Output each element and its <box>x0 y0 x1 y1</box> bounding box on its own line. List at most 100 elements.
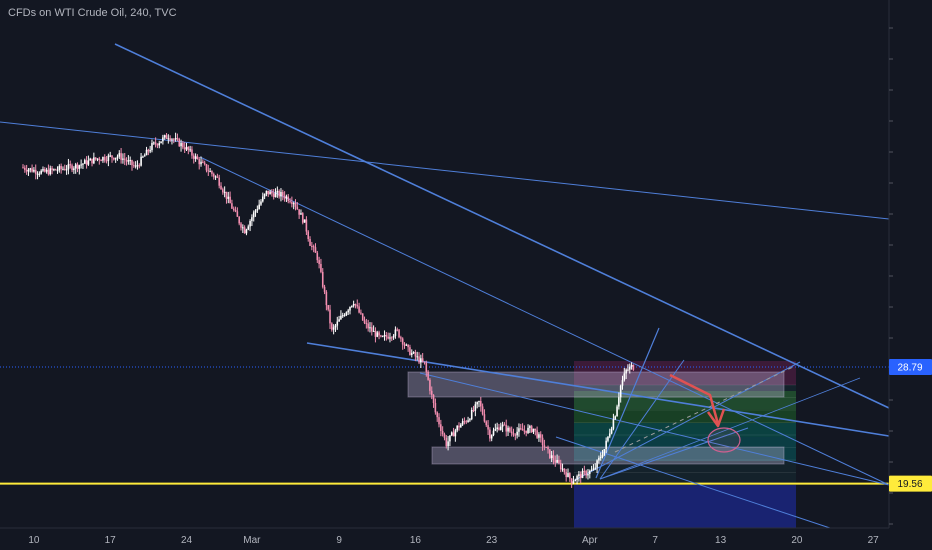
candle-up <box>260 201 262 205</box>
candle-up <box>194 156 197 159</box>
candle-down <box>225 191 228 199</box>
candle-down <box>100 160 102 162</box>
candle-down <box>396 329 399 331</box>
demand-zone <box>431 446 785 465</box>
candle-down <box>380 335 382 337</box>
candle-down <box>103 156 106 161</box>
candle-up <box>114 157 117 160</box>
candle-down <box>309 239 311 246</box>
candle-down <box>539 434 542 438</box>
candle-up <box>65 169 68 171</box>
descending-channel-lower <box>199 156 890 486</box>
candle-down <box>485 421 488 426</box>
candle-down <box>220 185 222 190</box>
candle-down <box>138 165 141 167</box>
candle-down <box>183 147 186 150</box>
candle-up <box>589 470 591 474</box>
candle-up <box>369 327 371 329</box>
candle-up <box>45 169 48 172</box>
candle-down <box>47 169 50 175</box>
candle-up <box>603 449 606 456</box>
time-tick-label: Mar <box>243 535 261 546</box>
time-tick-label: 24 <box>181 535 193 546</box>
candle-down <box>514 434 517 436</box>
candle-down <box>123 158 126 161</box>
candle-down <box>314 247 317 253</box>
candle-down <box>54 169 57 171</box>
candle-up <box>127 160 130 162</box>
candle-up <box>83 160 86 164</box>
candle-down <box>521 428 524 431</box>
candle-down <box>418 356 420 363</box>
candle-down <box>240 223 242 228</box>
candle-up <box>160 141 162 144</box>
candle-down <box>31 168 33 172</box>
candle-down <box>218 177 220 186</box>
candle-up <box>129 160 131 162</box>
candle-down <box>543 445 546 447</box>
candle-down <box>414 352 417 357</box>
candle-down <box>423 361 426 363</box>
candle-down <box>294 203 297 207</box>
candle-down <box>287 196 290 202</box>
candle-down <box>356 304 359 307</box>
candle-down <box>291 202 293 204</box>
candle-down <box>267 190 270 195</box>
candle-down <box>565 472 567 477</box>
candle-down <box>570 478 573 484</box>
candle-up <box>265 190 268 194</box>
candle-up <box>383 335 386 337</box>
candle-up <box>189 149 191 151</box>
candle-down <box>69 164 72 166</box>
candle-up <box>254 210 257 213</box>
candle-up <box>251 217 253 221</box>
candle-up <box>38 173 41 175</box>
candle-up <box>262 196 264 202</box>
candle-up <box>269 191 271 195</box>
candle-down <box>525 430 528 433</box>
candle-down <box>452 432 455 437</box>
candle-up <box>167 138 170 140</box>
candle-up <box>625 369 627 374</box>
candle-down <box>71 165 73 171</box>
candle-down <box>187 146 190 151</box>
candle-up <box>352 304 355 306</box>
candle-down <box>563 468 566 473</box>
candle-down <box>480 401 482 407</box>
candle-up <box>252 212 255 218</box>
candle-up <box>223 191 226 193</box>
candle-down <box>44 168 46 172</box>
candle-down <box>216 176 219 178</box>
candle-down <box>24 167 26 170</box>
candle-down <box>91 158 93 164</box>
candle-up <box>469 419 471 421</box>
candle-down <box>440 424 442 431</box>
candle-down <box>94 157 97 160</box>
candle-down <box>530 426 533 433</box>
candle-up <box>501 424 504 427</box>
candle-up <box>73 168 75 171</box>
candle-down <box>547 446 549 450</box>
candle-up <box>474 404 477 411</box>
candle-down <box>133 165 135 167</box>
candle-down <box>365 322 368 324</box>
candle-up <box>149 150 151 152</box>
candle-up <box>572 481 575 484</box>
candle-down <box>458 425 460 428</box>
candle-up <box>587 473 589 476</box>
candle-up <box>599 457 602 459</box>
candle-down <box>510 431 513 434</box>
candle-down <box>105 160 108 162</box>
candle-up <box>450 432 453 436</box>
candle-down <box>131 160 133 166</box>
candle-up <box>598 457 600 461</box>
candle-up <box>470 409 473 420</box>
price-tags: 28.79 19.56 <box>889 359 932 492</box>
candle-up <box>102 156 104 161</box>
candle-down <box>165 135 168 139</box>
candle-down <box>421 358 424 362</box>
candle-down <box>205 164 208 171</box>
candle-down <box>329 309 331 324</box>
plot-area[interactable] <box>0 43 890 529</box>
